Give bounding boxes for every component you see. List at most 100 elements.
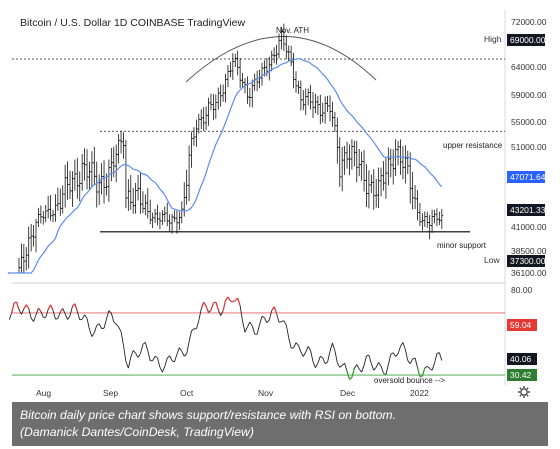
candle — [71, 171, 74, 207]
rsi-segment — [21, 308, 25, 315]
low-badge — [507, 255, 545, 267]
candle — [114, 144, 118, 183]
candle — [88, 161, 91, 190]
rsi-segment — [392, 352, 397, 357]
rsi-segment — [259, 316, 263, 325]
candle — [248, 87, 252, 107]
rsi-segment — [30, 317, 34, 322]
rsi-upper-badge-text: 59.04 — [510, 320, 532, 330]
candle — [34, 218, 38, 253]
candle — [168, 214, 172, 232]
ath-annotation: Nov. ATH — [276, 26, 309, 35]
caption-line-1: Bitcoin daily price chart shows support/… — [20, 408, 396, 422]
rsi-segment — [339, 365, 343, 368]
candle — [357, 148, 361, 177]
rsi-segment — [404, 349, 409, 361]
rsi-segment — [23, 304, 27, 310]
price-axis: 72000.00 64000.00 59000.00 55000.00 5100… — [511, 17, 547, 278]
candle — [17, 257, 21, 274]
rsi-segment — [137, 353, 141, 358]
rsi-line-group — [8, 296, 443, 380]
candle — [382, 161, 385, 191]
candle — [350, 139, 354, 170]
rsi-segment — [324, 361, 328, 365]
rsi-segment — [178, 347, 183, 352]
chart-title: Bitcoin / U.S. Dollar 1D COINBASE Tradin… — [20, 17, 245, 29]
rsi-segment — [191, 328, 195, 332]
rsi-segment — [390, 352, 394, 355]
rsi-segment — [332, 342, 336, 351]
candle — [151, 212, 155, 228]
candle — [352, 140, 356, 167]
rsi-segment — [195, 320, 200, 330]
rsi-segment — [142, 342, 146, 345]
candle — [158, 211, 162, 230]
rsi-segment — [322, 357, 326, 364]
rsi-segment — [106, 310, 110, 320]
rsi-segment — [239, 305, 243, 322]
candle — [175, 210, 179, 234]
rsi-segment — [123, 345, 127, 362]
rsi-segment — [164, 358, 168, 367]
rsi-segment — [230, 300, 234, 303]
candle — [209, 93, 213, 111]
rsi-segment — [220, 310, 224, 316]
candle — [46, 195, 50, 219]
rsi-segment — [103, 318, 107, 329]
rsi-segment — [402, 342, 406, 350]
candle — [420, 212, 424, 231]
rsi-segment — [387, 354, 392, 365]
candle — [202, 107, 206, 131]
candle — [124, 139, 128, 209]
candle — [122, 132, 125, 159]
candle — [377, 167, 381, 209]
gear-icon[interactable] — [518, 386, 530, 398]
rsi-segment — [329, 342, 333, 352]
rsi-segment — [91, 332, 95, 337]
minor-support-annotation: minor support — [437, 241, 487, 250]
rsi-segment — [208, 310, 212, 313]
rsi-segment — [276, 313, 280, 323]
candle — [224, 73, 227, 103]
rsi-upper-badge — [507, 319, 537, 331]
candle — [75, 157, 79, 199]
candle — [85, 149, 89, 190]
candle — [289, 45, 293, 66]
rsi-segment — [227, 296, 231, 302]
candle — [27, 226, 31, 269]
candle — [321, 102, 325, 123]
rsi-segment — [400, 342, 404, 347]
candle — [246, 76, 249, 104]
rsi-segment — [86, 318, 90, 330]
candle — [129, 174, 133, 210]
rsi-segment — [181, 351, 185, 357]
rsi-segment — [295, 342, 299, 346]
candle — [83, 148, 86, 181]
candle — [253, 73, 257, 91]
candle — [233, 53, 237, 67]
candle — [219, 84, 223, 107]
candle — [311, 91, 315, 119]
candle — [226, 64, 230, 88]
rsi-segment — [205, 305, 210, 313]
rsi-segment — [40, 311, 44, 318]
rsi-segment — [266, 319, 270, 323]
candle — [343, 145, 347, 175]
candle — [270, 50, 274, 72]
rsi-segment — [298, 345, 302, 353]
rsi-lower-badge — [507, 369, 537, 381]
x-tick: Sep — [103, 388, 118, 398]
rsi-segment — [395, 353, 399, 357]
candle — [284, 35, 288, 60]
rsi-segment — [183, 353, 187, 357]
candle — [68, 170, 72, 199]
rsi-segment — [84, 314, 88, 319]
candle — [109, 148, 113, 182]
rsi-segment — [11, 302, 15, 314]
candle — [428, 215, 432, 240]
rsi-segment — [409, 358, 414, 364]
rsi-segment — [302, 351, 307, 357]
rsi-segment — [28, 308, 32, 319]
candle — [39, 205, 43, 224]
candle — [173, 210, 176, 222]
